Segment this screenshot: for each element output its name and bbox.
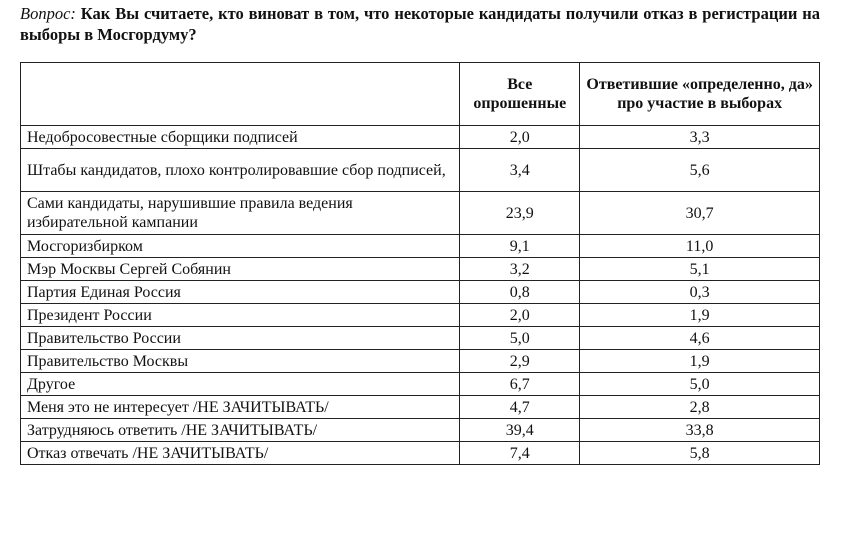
value-voters: 0,3 (579, 280, 820, 304)
value-voters: 5,1 (579, 257, 820, 281)
row-label: Другое (19, 372, 461, 396)
header-all-respondents: Все опрошенные (459, 62, 581, 126)
row-label: Президент России (19, 303, 461, 327)
value-all: 2,0 (459, 125, 581, 149)
value-voters: 3,3 (579, 125, 820, 149)
value-voters: 30,7 (579, 191, 820, 235)
value-voters: 4,6 (579, 326, 820, 350)
question-text: Как Вы считаете, кто виноват в том, что … (20, 4, 820, 44)
value-all: 3,2 (459, 257, 581, 281)
table-row: Меня это не интересует /НЕ ЗАЧИТЫВАТЬ/4,… (19, 395, 820, 419)
row-label: Штабы кандидатов, плохо контролировавшие… (19, 148, 461, 192)
value-voters: 2,8 (579, 395, 820, 419)
row-label: Правительство России (19, 326, 461, 350)
row-label: Мосгоризбирком (19, 234, 461, 258)
value-voters: 5,6 (579, 148, 820, 192)
header-definite-voters: Ответившие «определенно, да» про участие… (579, 62, 820, 126)
value-all: 2,9 (459, 349, 581, 373)
table-row: Затрудняюсь ответить /НЕ ЗАЧИТЫВАТЬ/39,4… (19, 418, 820, 442)
value-all: 2,0 (459, 303, 581, 327)
row-label: Отказ отвечать /НЕ ЗАЧИТЫВАТЬ/ (19, 441, 461, 465)
value-all: 7,4 (459, 441, 581, 465)
row-label: Правительство Москвы (19, 349, 461, 373)
table-row: Правительство Москвы 2,9 1,9 (19, 349, 820, 373)
results-table: Все опрошенные Ответившие «определенно, … (19, 62, 820, 465)
table-row: Недобросовестные сборщики подписей 2,0 3,3 (19, 125, 820, 149)
table-row: Другое 6,7 5,0 (19, 372, 820, 396)
value-voters: 33,8 (579, 418, 820, 442)
value-all: 6,7 (459, 372, 581, 396)
header-row: Все опрошенные Ответившие «определенно, … (19, 62, 820, 126)
question: Вопрос: Как Вы считаете, кто виноват в т… (20, 3, 820, 45)
table-row: Сами кандидаты, нарушившие правила веден… (19, 191, 820, 235)
row-label: Партия Единая Россия (19, 280, 461, 304)
header-blank (19, 62, 461, 126)
value-all: 3,4 (459, 148, 581, 192)
table-row: Мосгоризбирком 9,1 11,0 (19, 234, 820, 258)
row-label: Меня это не интересует /НЕ ЗАЧИТЫВАТЬ/ (19, 395, 461, 419)
value-voters: 5,8 (579, 441, 820, 465)
table-row: Партия Единая Россия 0,8 0,3 (19, 280, 820, 304)
row-label: Недобросовестные сборщики подписей (19, 125, 461, 149)
value-all: 4,7 (459, 395, 581, 419)
row-label: Затрудняюсь ответить /НЕ ЗАЧИТЫВАТЬ/ (19, 418, 461, 442)
table-row: Мэр Москвы Сергей Собянин 3,2 5,1 (19, 257, 820, 281)
table-row: Президент России 2,0 1,9 (19, 303, 820, 327)
value-voters: 5,0 (579, 372, 820, 396)
value-voters: 1,9 (579, 349, 820, 373)
value-all: 5,0 (459, 326, 581, 350)
value-all: 23,9 (459, 191, 581, 235)
table-row: Отказ отвечать /НЕ ЗАЧИТЫВАТЬ/7,4 5,8 (19, 441, 820, 465)
value-all: 39,4 (459, 418, 581, 442)
value-voters: 11,0 (579, 234, 820, 258)
question-label: Вопрос: (20, 4, 76, 23)
table-row: Правительство России 5,0 4,6 (19, 326, 820, 350)
table-row: Штабы кандидатов, плохо контролировавшие… (19, 148, 820, 192)
value-all: 0,8 (459, 280, 581, 304)
value-all: 9,1 (459, 234, 581, 258)
row-label: Мэр Москвы Сергей Собянин (19, 257, 461, 281)
value-voters: 1,9 (579, 303, 820, 327)
row-label: Сами кандидаты, нарушившие правила веден… (19, 191, 461, 235)
